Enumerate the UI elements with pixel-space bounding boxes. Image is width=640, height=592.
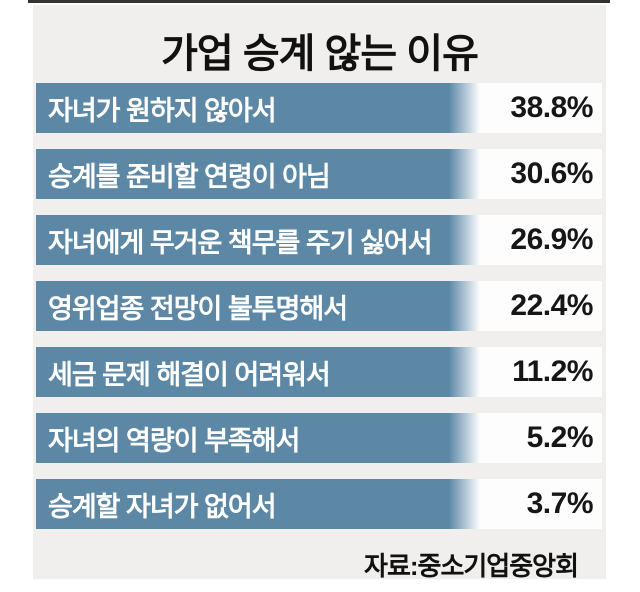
bar-value: 5.2%: [526, 421, 594, 454]
top-rule: [28, 0, 610, 3]
source-credit: 자료:중소기업중앙회: [364, 551, 579, 581]
bar-row: 세금 문제 해결이 어려워서 11.2%: [36, 347, 602, 397]
bar-value: 26.9%: [510, 223, 593, 256]
chart-panel: 가업 승계 않는 이유 자녀가 원하지 않아서 38.8% 승계를 준비할 연령…: [33, 5, 606, 581]
bar-fill: [36, 413, 480, 463]
bar-label: 승계할 자녀가 없어서: [48, 491, 277, 522]
bar-label: 세금 문제 해결이 어려워서: [48, 359, 331, 390]
bar-label: 승계를 준비할 연령이 아님: [48, 161, 331, 192]
bar-fill: [36, 83, 480, 133]
bar-fill: [36, 347, 480, 397]
bar-fill: [36, 215, 480, 265]
bar-value: 11.2%: [512, 355, 593, 388]
bar-label: 자녀가 원하지 않아서: [48, 95, 277, 126]
bar-row: 승계할 자녀가 없어서 3.7%: [36, 479, 602, 529]
bar-row: 자녀에게 무거운 책무를 주기 싫어서 26.9%: [36, 215, 602, 265]
bar-label: 영위업종 전망이 불투명해서: [48, 293, 348, 324]
bar-row: 승계를 준비할 연령이 아님 30.6%: [36, 149, 602, 199]
bar-value: 3.7%: [526, 487, 594, 520]
bar-value: 38.8%: [510, 91, 593, 124]
bar-label: 자녀의 역량이 부족해서: [48, 425, 300, 456]
bar-row: 자녀의 역량이 부족해서 5.2%: [36, 413, 602, 463]
bar-row: 자녀가 원하지 않아서 38.8%: [36, 83, 602, 133]
bar-fill: [36, 479, 480, 529]
bar-value: 22.4%: [510, 289, 593, 322]
bar-label: 자녀에게 무거운 책무를 주기 싫어서: [48, 227, 433, 258]
bar-fill: [36, 281, 480, 331]
bar-list: 자녀가 원하지 않아서 38.8% 승계를 준비할 연령이 아님 30.6% 자…: [36, 83, 602, 529]
bar-value: 30.6%: [510, 157, 593, 190]
bar-fill: [36, 149, 480, 199]
bar-row: 영위업종 전망이 불투명해서 22.4%: [36, 281, 602, 331]
chart-title: 가업 승계 않는 이유: [161, 32, 479, 76]
